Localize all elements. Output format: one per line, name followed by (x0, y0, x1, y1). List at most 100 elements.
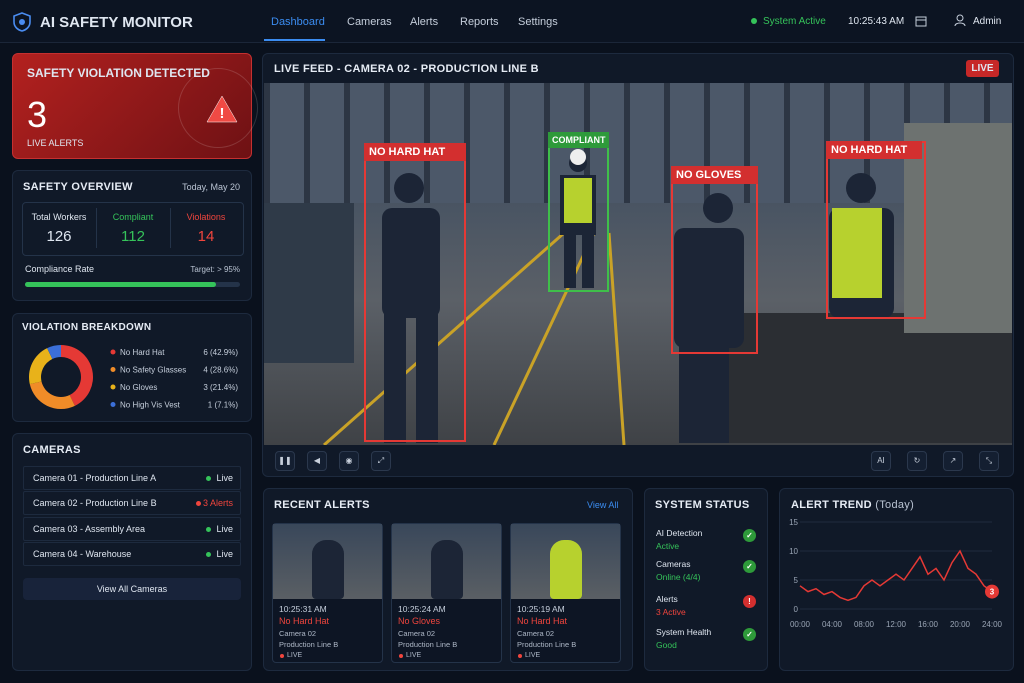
alert-tag: LIVE (525, 652, 541, 659)
snapshot-button[interactable]: ◉ (339, 451, 359, 471)
replay-button[interactable]: ↻ (907, 451, 927, 471)
app-title: AI SAFETY MONITOR (40, 14, 193, 31)
detection-box (548, 132, 609, 292)
status-label: System Health (656, 627, 712, 637)
status-dot (206, 476, 211, 481)
export-button[interactable]: ↗ (943, 451, 963, 471)
camera-row[interactable] (23, 466, 241, 490)
alert-tag: LIVE (406, 652, 422, 659)
x-tick-label: 20:00 (950, 620, 971, 629)
banner-title: SAFETY VIOLATION DETECTED (27, 66, 210, 80)
svg-text:!: ! (220, 105, 225, 122)
nav-link[interactable]: Dashboard (271, 16, 325, 28)
camera-status: Live (216, 523, 233, 534)
divider (170, 208, 171, 248)
panel-title: SYSTEM STATUS (655, 499, 750, 511)
stat-label: Total Workers (31, 212, 87, 222)
alert-tag: LIVE (287, 652, 303, 659)
divider (96, 208, 97, 248)
stat-value: 14 (197, 228, 215, 245)
volume-button[interactable]: ◀ (307, 451, 327, 471)
fullscreen-button[interactable]: ⤢ (371, 451, 391, 471)
view-cameras-button[interactable]: View All Cameras (23, 578, 241, 600)
camera-name: Camera 03 - Assembly Area (33, 523, 146, 534)
last-point-label: 3 (990, 588, 995, 597)
status-value: 3 Active (656, 607, 686, 617)
alert-camera: Camera 02 (279, 629, 317, 638)
donut-segment (47, 345, 61, 359)
user-name[interactable]: Admin (973, 16, 1002, 27)
live-dot (518, 654, 522, 658)
camera-row[interactable] (23, 516, 241, 541)
detection-text: NO GLOVES (676, 169, 742, 181)
x-tick-label: 16:00 (918, 620, 939, 629)
camera-row[interactable] (23, 541, 241, 566)
calendar-icon[interactable] (915, 15, 927, 27)
donut-segment (29, 381, 75, 409)
view-all-link[interactable]: View All (587, 500, 619, 510)
y-tick-label: 5 (794, 576, 799, 585)
detection-label: NO HARD HAT (826, 141, 922, 159)
detection-text: COMPLIANT (552, 135, 606, 145)
ai-button[interactable]: AI (871, 451, 891, 471)
status-dot (196, 501, 201, 507)
status-value: Online (4/4) (656, 572, 701, 582)
alert-type: No Hard Hat (279, 616, 330, 626)
expand-button[interactable]: ⤡ (979, 451, 999, 471)
detection-box (826, 141, 926, 319)
pause-button[interactable]: ❚❚ (275, 451, 295, 471)
x-tick-label: 24:00 (982, 620, 1003, 629)
x-tick-label: 04:00 (822, 620, 843, 629)
detection-box (364, 145, 466, 442)
legend-value: 4 (28.6%) (203, 366, 238, 375)
status-label: Alerts (656, 594, 678, 604)
status-dot (206, 526, 211, 532)
nav-link[interactable]: Cameras (347, 16, 392, 28)
live-badge: LIVE (966, 60, 999, 77)
status-icon: ✓ (743, 560, 756, 573)
compliance-label: Compliance Rate (25, 264, 95, 274)
alert-time: 10:25:31 AM (279, 604, 327, 614)
live-dot (399, 654, 403, 658)
user-icon[interactable] (954, 14, 966, 27)
detection-label: COMPLIANT (548, 132, 609, 148)
thumb-worker (431, 540, 463, 599)
alert-location: Production Line B (517, 640, 577, 649)
panel-title: SAFETY OVERVIEW (23, 181, 133, 193)
legend-value: 6 (42.9%) (203, 348, 238, 357)
status-icon: ✓ (743, 529, 756, 542)
system-status: System Active (763, 16, 826, 27)
detection-text: NO HARD HAT (369, 146, 446, 158)
chart-subtitle: (Today) (875, 499, 915, 511)
camera-row[interactable] (23, 491, 241, 516)
feed-title: LIVE FEED - CAMERA 02 - PRODUCTION LINE … (274, 63, 539, 75)
alert-camera: Camera 02 (517, 629, 555, 638)
status-icon: ✓ (743, 628, 756, 641)
legend-dot (110, 384, 116, 390)
donut-segment (29, 348, 53, 385)
warning-icon: ! (206, 95, 238, 123)
y-tick-label: 0 (794, 605, 799, 614)
y-tick-label: 15 (789, 518, 798, 527)
legend-dot (110, 349, 116, 355)
nav-link[interactable]: Settings (518, 16, 558, 28)
nav-link[interactable]: Reports (460, 16, 499, 28)
detection-label: NO GLOVES (671, 166, 758, 184)
stats-box (22, 202, 244, 256)
panel-title: RECENT ALERTS (274, 499, 370, 511)
alert-location: Production Line B (279, 640, 339, 649)
camera-status: Live (216, 473, 233, 483)
stat-value: 112 (121, 228, 145, 245)
alert-camera: Camera 02 (398, 629, 436, 638)
logo-icon (13, 12, 31, 32)
stat-label: Violations (186, 212, 226, 222)
alert-time: 10:25:24 AM (398, 604, 446, 614)
donut-chart: No Hard Hat 6 (42.9%) No Safety Glasses 4 (… (29, 345, 238, 410)
banner-ring (178, 68, 258, 148)
nav-link[interactable]: Alerts (410, 16, 439, 28)
legend-label: No Gloves (120, 383, 157, 392)
overview-panel (12, 170, 252, 301)
legend-label: No High Vis Vest (120, 401, 181, 410)
camera-name: Camera 02 - Production Line B (33, 498, 157, 509)
